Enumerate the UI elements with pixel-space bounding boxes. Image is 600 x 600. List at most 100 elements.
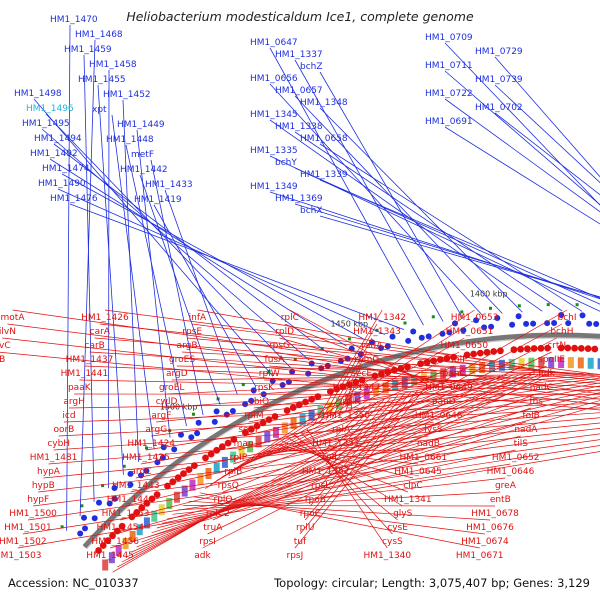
- kbp-tick-label: 1400 kbp: [470, 290, 508, 299]
- rna-tick: [293, 358, 297, 361]
- forward-gene-mark: [178, 431, 184, 438]
- bottom-leader-line: [197, 309, 556, 374]
- top-gene-label: HM1_1369: [275, 194, 323, 204]
- top-leader-line: [79, 39, 96, 517]
- reverse-gene-mark: [524, 345, 531, 353]
- bottom-gene-label: HM1_1425: [122, 453, 170, 463]
- bottom-gene-label: rplO: [214, 495, 233, 505]
- reverse-gene-mark: [584, 345, 592, 352]
- reverse-gene-mark: [591, 345, 599, 353]
- reverse-gene-mark: [138, 504, 146, 512]
- bottom-leader-line: [94, 337, 600, 381]
- cog-band-cell: [205, 468, 212, 479]
- bottom-leader-line: [161, 374, 600, 409]
- cog-band-cell: [273, 426, 279, 438]
- top-leader-line: [33, 98, 274, 377]
- cog-band-cell: [392, 379, 399, 391]
- cog-band-cell: [143, 517, 150, 529]
- bottom-gene-label: rpsI: [199, 537, 216, 547]
- bottom-gene-label: adk: [194, 551, 211, 561]
- top-leader-line: [111, 114, 155, 450]
- bottom-leader-line: [275, 443, 414, 479]
- bottom-gene-label: HM1_0645: [394, 467, 442, 477]
- top-gene-label: HM1_0657: [275, 86, 323, 96]
- bottom-gene-label: folP: [451, 355, 468, 365]
- top-leader-line: [319, 107, 523, 313]
- top-gene-label: HM1_1348: [300, 98, 348, 108]
- bottom-gene-label: HM1_0653: [451, 313, 499, 323]
- forward-gene-mark: [337, 357, 344, 364]
- top-gene-label: HM1_0702: [475, 103, 523, 113]
- forward-gene-mark: [106, 500, 113, 507]
- forward-gene-mark: [324, 362, 331, 369]
- rna-tick: [403, 321, 407, 325]
- bottom-gene-label: rpsE: [182, 327, 202, 337]
- top-gene-label: HM1_1455: [78, 75, 126, 85]
- top-leader-line: [444, 126, 600, 225]
- top-gene-label: HM1_1474: [42, 164, 90, 174]
- bottom-gene-label: groES: [169, 355, 195, 365]
- cog-band-cell: [221, 456, 228, 468]
- cog-band-cell: [115, 545, 122, 556]
- cog-band-cell: [567, 357, 574, 369]
- forward-gene-mark: [488, 323, 495, 330]
- forward-gene-mark: [446, 329, 453, 336]
- forward-gene-mark: [544, 320, 551, 327]
- top-leader-line: [444, 70, 600, 206]
- bottom-gene-label: lysS: [424, 425, 443, 435]
- bottom-leader-line: [171, 373, 591, 381]
- reverse-gene-mark: [577, 345, 585, 352]
- forward-gene-mark: [127, 470, 134, 477]
- bottom-gene-label: nadB: [417, 439, 440, 449]
- top-gene-label: HM1_1498: [14, 89, 62, 99]
- top-leader-line: [444, 42, 600, 206]
- forward-gene-mark: [523, 320, 530, 327]
- bottom-leader-line: [172, 477, 506, 515]
- top-gene-label: HM1_0656: [250, 74, 298, 84]
- bottom-leader-line: [151, 377, 600, 437]
- cog-band-cell: [189, 479, 196, 491]
- bottom-leader-line: [194, 496, 485, 535]
- bottom-leader-line: [33, 433, 600, 507]
- bottom-gene-label: HM1_1456: [91, 537, 139, 547]
- forward-gene-mark: [111, 485, 118, 491]
- forward-gene-mark: [127, 481, 134, 488]
- reverse-gene-mark: [510, 346, 518, 354]
- top-gene-label: HM1_1476: [50, 194, 98, 204]
- bottom-gene-label: infA: [189, 313, 207, 323]
- forward-gene-mark: [558, 312, 565, 318]
- reverse-gene-mark: [99, 542, 107, 549]
- bottom-leader-line: [228, 374, 515, 479]
- reverse-gene-mark: [133, 509, 141, 516]
- forward-gene-mark: [418, 334, 425, 341]
- top-leader-line: [494, 84, 600, 184]
- reverse-gene-mark: [109, 532, 116, 540]
- reverse-gene-mark: [483, 348, 491, 356]
- bottom-gene-label: greA: [495, 481, 517, 491]
- bottom-leader-line: [243, 376, 494, 437]
- bottom-leader-line: [167, 463, 511, 520]
- cog-band-cell: [326, 402, 333, 413]
- reverse-gene-mark: [564, 344, 572, 352]
- bottom-gene-label: HM1_1342: [358, 313, 406, 323]
- bottom-leader-line: [299, 389, 419, 535]
- forward-gene-mark: [91, 515, 98, 522]
- top-gene-label: HM1_1345: [250, 110, 298, 120]
- bottom-gene-label: icd: [62, 411, 75, 421]
- reverse-gene-mark: [463, 351, 471, 359]
- rna-tick: [60, 525, 64, 529]
- cog-band-cell: [373, 385, 380, 397]
- bottom-gene-label: bchH: [550, 327, 573, 337]
- top-leader-line: [319, 71, 464, 319]
- reverse-gene-mark: [544, 344, 551, 352]
- bottom-leader-line: [74, 393, 600, 395]
- bottom-gene-label: HM1_1500: [9, 509, 57, 519]
- bottom-gene-label: HM1_1453: [102, 509, 150, 519]
- backbone-highlight: [86, 337, 600, 550]
- top-leader-line: [269, 191, 600, 300]
- bottom-gene-label: HM1_0650: [440, 341, 488, 351]
- bottom-gene-label: argD: [166, 369, 188, 379]
- bottom-gene-label: rpsG: [269, 341, 290, 351]
- reverse-gene-mark: [207, 450, 215, 458]
- top-gene-label: HM1_0658: [300, 134, 348, 144]
